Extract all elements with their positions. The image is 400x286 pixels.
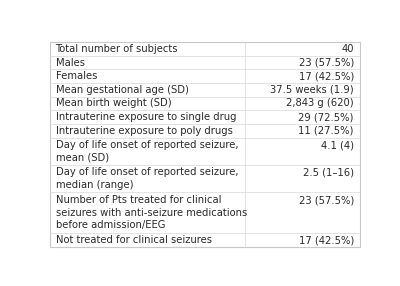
Text: Mean birth weight (SD): Mean birth weight (SD) — [56, 98, 171, 108]
Text: Number of Pts treated for clinical
seizures with anti-seizure medications
before: Number of Pts treated for clinical seizu… — [56, 195, 247, 230]
Text: 40: 40 — [341, 44, 354, 54]
Text: Intrauterine exposure to single drug: Intrauterine exposure to single drug — [56, 112, 236, 122]
Text: 23 (57.5%): 23 (57.5%) — [298, 195, 354, 205]
Text: Males: Males — [56, 57, 84, 67]
Text: 17 (42.5%): 17 (42.5%) — [298, 235, 354, 245]
Text: 17 (42.5%): 17 (42.5%) — [298, 71, 354, 81]
Text: Total number of subjects: Total number of subjects — [56, 44, 178, 54]
Text: 11 (27.5%): 11 (27.5%) — [298, 126, 354, 136]
Text: 37.5 weeks (1.9): 37.5 weeks (1.9) — [270, 85, 354, 95]
Text: 23 (57.5%): 23 (57.5%) — [298, 57, 354, 67]
Text: Day of life onset of reported seizure,
mean (SD): Day of life onset of reported seizure, m… — [56, 140, 238, 162]
Text: 2,843 g (620): 2,843 g (620) — [286, 98, 354, 108]
Text: Intrauterine exposure to poly drugs: Intrauterine exposure to poly drugs — [56, 126, 232, 136]
Text: Day of life onset of reported seizure,
median (range): Day of life onset of reported seizure, m… — [56, 167, 238, 190]
Text: 4.1 (4): 4.1 (4) — [321, 140, 354, 150]
Text: Females: Females — [56, 71, 97, 81]
Text: 29 (72.5%): 29 (72.5%) — [298, 112, 354, 122]
Text: Mean gestational age (SD): Mean gestational age (SD) — [56, 85, 188, 95]
Text: Not treated for clinical seizures: Not treated for clinical seizures — [56, 235, 212, 245]
Text: 2.5 (1–16): 2.5 (1–16) — [303, 168, 354, 178]
